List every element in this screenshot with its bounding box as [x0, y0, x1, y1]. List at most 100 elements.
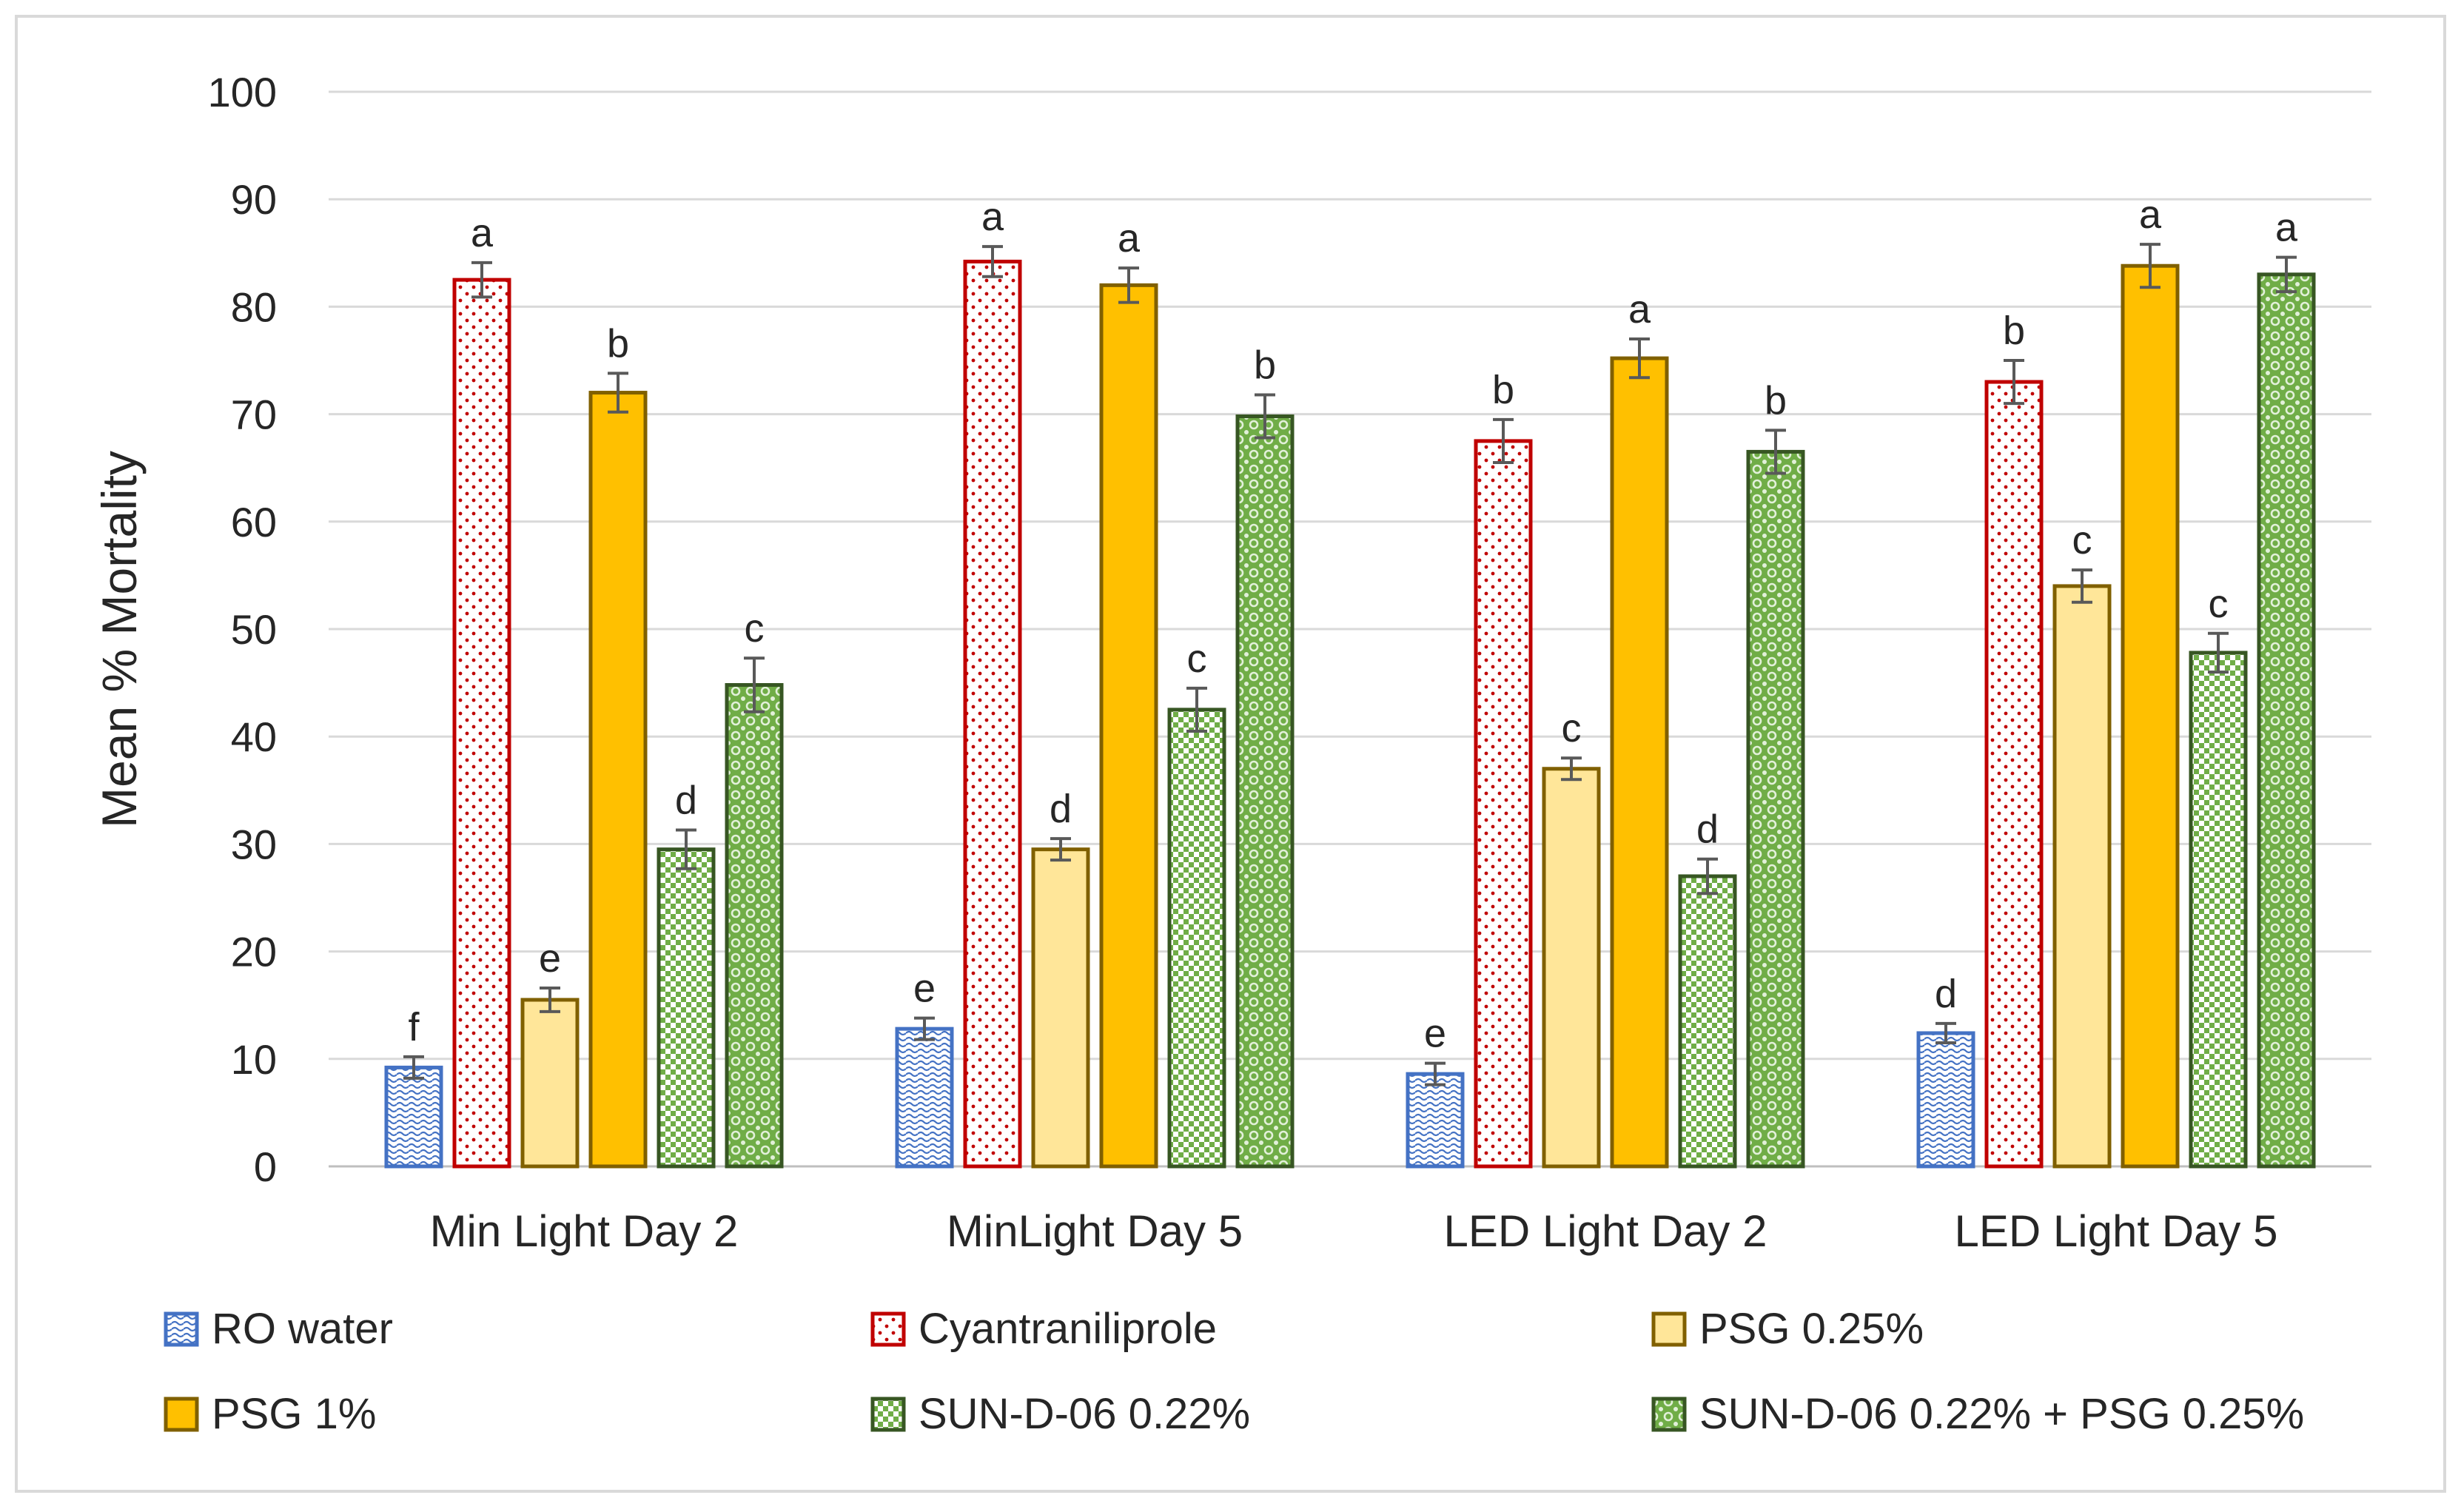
y-tick-label: 60 — [231, 499, 277, 545]
x-category-label: Min Light Day 2 — [430, 1206, 739, 1256]
legend-swatch — [870, 1311, 906, 1347]
bars: f a e b d c e a d a c b e b c a d b d b c a c a — [384, 192, 2316, 1169]
legend-item: SUN-D-06 0.22% — [870, 1390, 1250, 1438]
bar — [1235, 414, 1295, 1169]
chart-frame: 0 10 20 30 40 50 60 70 80 90 100 Mean % Mortality … — [15, 15, 2446, 1493]
bar — [2257, 272, 2316, 1169]
error-bar — [1118, 266, 1139, 304]
error-bar — [1186, 686, 1207, 733]
error-bar — [914, 1016, 935, 1041]
error-bar — [2276, 255, 2297, 294]
legend-label: Cyantraniliprole — [919, 1305, 1217, 1353]
significance-label: e — [1424, 1012, 1446, 1056]
error-bar — [1935, 1021, 1956, 1045]
significance-label: b — [1765, 378, 1787, 423]
error-bar — [2140, 243, 2160, 289]
significance-label: b — [1492, 368, 1514, 412]
legend-item: Cyantraniliprole — [870, 1305, 1217, 1353]
error-bar — [1050, 837, 1071, 862]
y-tick-label: 40 — [231, 713, 277, 760]
significance-label: c — [2209, 582, 2229, 626]
significance-label: d — [1696, 807, 1719, 852]
significance-label: c — [2072, 518, 2092, 562]
legend-item: PSG 0.25% — [1651, 1305, 1924, 1353]
y-tick-label: 10 — [231, 1036, 277, 1083]
bar — [1406, 1072, 1465, 1169]
y-tick-label: 50 — [231, 606, 277, 653]
bar — [1610, 356, 1669, 1169]
y-tick-label: 80 — [231, 283, 277, 330]
x-category-label: LED Light Day 2 — [1444, 1206, 1767, 1256]
y-tick-label: 90 — [231, 176, 277, 223]
x-category-label: MinLight Day 5 — [947, 1206, 1243, 1256]
error-bar — [1561, 756, 1582, 782]
bar — [1916, 1031, 1975, 1169]
legend-swatch — [164, 1397, 199, 1432]
significance-label: a — [1628, 287, 1651, 332]
error-bar — [540, 986, 560, 1013]
bar — [2052, 584, 2112, 1169]
bar — [2121, 263, 2180, 1169]
significance-label: a — [2275, 206, 2298, 250]
error-bar — [1697, 857, 1718, 896]
bar — [963, 259, 1022, 1169]
significance-label: a — [1118, 216, 1141, 261]
legend-label: RO water — [212, 1305, 393, 1353]
bar — [384, 1065, 443, 1169]
significance-label: d — [1050, 787, 1072, 831]
y-axis-ticks: 0 10 20 30 40 50 60 70 80 90 100 — [208, 69, 277, 1190]
significance-label: a — [2139, 192, 2162, 237]
legend-label: SUN-D-06 0.22% — [919, 1390, 1250, 1438]
significance-label: a — [471, 211, 494, 255]
bar — [1746, 449, 1805, 1169]
legend-swatch — [870, 1397, 906, 1432]
error-bar — [403, 1055, 424, 1080]
significance-label: e — [539, 936, 561, 981]
error-bar — [2072, 568, 2092, 604]
significance-label: d — [1935, 972, 1957, 1016]
error-bar — [2004, 359, 2024, 406]
error-bar — [982, 245, 1003, 278]
significance-label: c — [745, 606, 765, 651]
error-bar — [1425, 1061, 1446, 1086]
y-tick-label: 70 — [231, 392, 277, 438]
error-bar — [2208, 631, 2229, 674]
legend-item: PSG 1% — [164, 1390, 376, 1438]
bar — [1474, 439, 1533, 1169]
significance-label: e — [913, 967, 936, 1011]
y-tick-label: 0 — [254, 1143, 277, 1190]
bar — [725, 683, 784, 1169]
bar — [657, 847, 716, 1169]
bar — [1542, 767, 1601, 1169]
bar — [588, 391, 648, 1169]
legend-label: PSG 0.25% — [1699, 1305, 1924, 1353]
bar — [1031, 847, 1090, 1169]
legend-swatch — [1651, 1397, 1687, 1432]
error-bar — [1255, 393, 1275, 440]
y-tick-label: 20 — [231, 929, 277, 975]
significance-label: b — [2003, 309, 2025, 353]
legend-label: PSG 1% — [212, 1390, 376, 1438]
significance-label: f — [408, 1005, 420, 1049]
error-bar — [471, 261, 492, 299]
legend-label: SUN-D-06 0.22% + PSG 0.25% — [1699, 1390, 2304, 1438]
bar — [452, 278, 511, 1169]
error-bar — [676, 828, 696, 870]
y-axis-label: Mean % Mortality — [92, 451, 147, 828]
significance-label: b — [1254, 343, 1276, 387]
bar — [2189, 651, 2248, 1169]
legend: RO water Cyantraniliprole PSG 0.25% PSG 1% S… — [164, 1305, 2304, 1438]
significance-label: c — [1562, 706, 1582, 750]
bar — [520, 998, 580, 1169]
error-bar — [1493, 417, 1514, 464]
error-bar — [744, 656, 765, 713]
bar — [1678, 874, 1737, 1169]
bar — [1167, 708, 1226, 1169]
bar — [1984, 380, 2044, 1169]
legend-item: RO water — [164, 1305, 393, 1353]
legend-swatch — [1651, 1311, 1687, 1347]
error-bar — [1765, 429, 1786, 475]
y-tick-label: 100 — [208, 69, 277, 115]
significance-label: a — [981, 195, 1004, 239]
